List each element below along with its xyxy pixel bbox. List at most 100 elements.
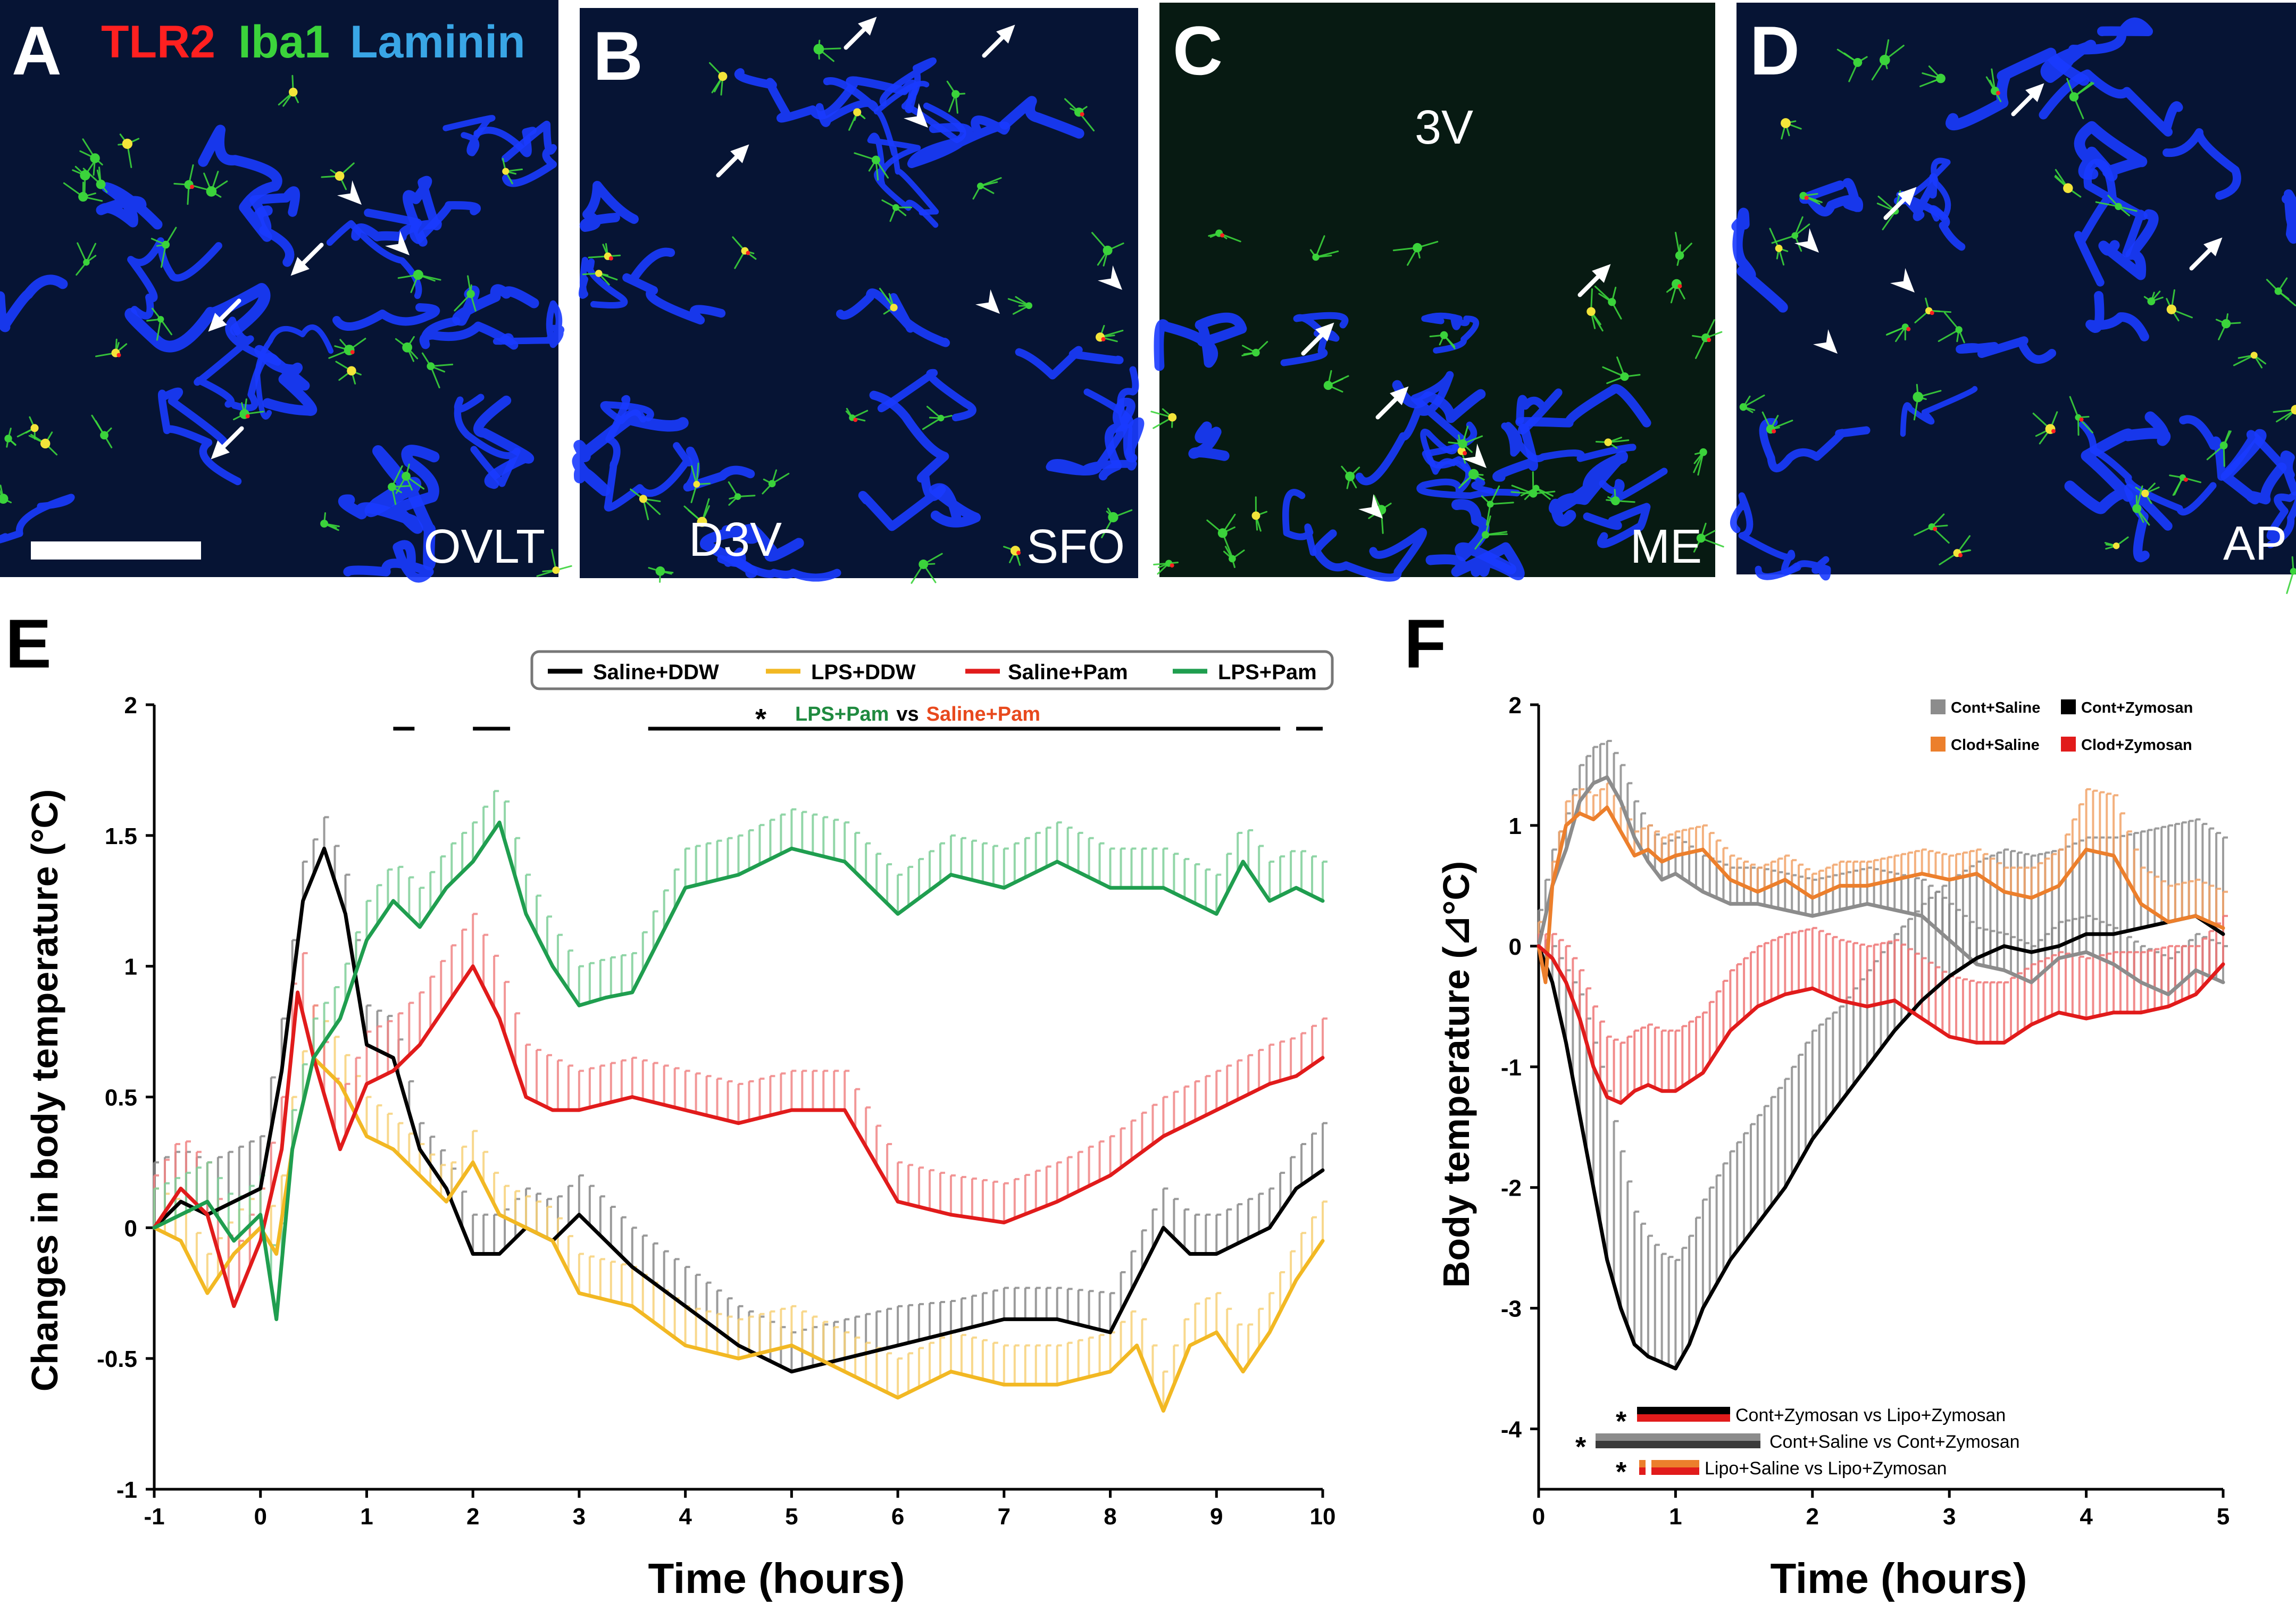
laminin-vessel bbox=[2281, 189, 2296, 244]
tlr2-iba1-colocalized-cell bbox=[2113, 543, 2120, 549]
data-point-clod-saline bbox=[2112, 854, 2115, 857]
data-point-saline-ddw bbox=[896, 1344, 899, 1347]
laminin-vessel bbox=[815, 77, 879, 127]
iba1-microglia-cell bbox=[1791, 232, 1799, 239]
tlr2-signal bbox=[1463, 450, 1467, 455]
x-axis-label-f: Time (hours) bbox=[1770, 1555, 2027, 1602]
x-tick-label: 2 bbox=[1806, 1504, 1819, 1530]
data-point-cont-saline bbox=[1783, 908, 1786, 912]
iba1-microglia-process bbox=[1007, 298, 1030, 307]
iba1-microglia-process bbox=[2233, 354, 2255, 366]
data-point-clod-zymosan bbox=[2140, 1011, 2143, 1014]
data-point-clod-saline bbox=[1811, 896, 1814, 899]
iba1-microglia-process bbox=[2095, 201, 2119, 207]
legend-label-saline-ddw: Saline+DDW bbox=[593, 661, 719, 684]
arrow-marker-head bbox=[2203, 237, 2223, 256]
data-point-clod-zymosan bbox=[1647, 1083, 1650, 1087]
data-point-cont-saline bbox=[1756, 902, 1759, 905]
tlr2-signal bbox=[1772, 429, 1776, 433]
data-point-clod-zymosan bbox=[1674, 1089, 1677, 1092]
data-point-cont-zymosan bbox=[1948, 975, 1951, 978]
legend-label-clod-zymosan: Clod+Zymosan bbox=[2081, 737, 2192, 754]
data-point-saline-pam bbox=[1056, 1200, 1059, 1203]
data-point-cont-zymosan bbox=[2112, 932, 2115, 936]
iba1-microglia-cell bbox=[871, 155, 881, 164]
laminin-vessel bbox=[1492, 384, 1651, 482]
data-point-lps-pam bbox=[1268, 899, 1271, 903]
iba1-microglia-cell bbox=[1217, 528, 1228, 538]
laminin-vessel bbox=[2220, 429, 2287, 505]
data-point-lps-ddw bbox=[1241, 1370, 1245, 1373]
data-point-lps-ddw bbox=[1188, 1344, 1191, 1347]
data-point-clod-zymosan bbox=[1633, 1089, 1636, 1092]
data-point-clod-zymosan bbox=[1811, 987, 1814, 990]
laminin-vessel bbox=[1046, 417, 1145, 475]
iba1-microglia-process bbox=[1315, 250, 1339, 258]
data-point-cont-saline bbox=[1674, 872, 1677, 875]
data-point-lps-pam bbox=[1215, 912, 1218, 915]
data-point-cont-saline bbox=[1647, 860, 1650, 863]
data-point-cont-saline bbox=[1592, 782, 1595, 785]
data-point-clod-zymosan bbox=[2002, 1041, 2006, 1044]
data-point-clod-saline bbox=[1756, 890, 1759, 894]
iba1-microglia-cell bbox=[1955, 326, 1963, 333]
data-point-clod-saline bbox=[1647, 848, 1650, 851]
stain-title-iba1: Iba1 bbox=[238, 16, 330, 68]
iba1-microglia-process bbox=[1882, 210, 1897, 230]
tlr2-signal bbox=[2079, 417, 2084, 422]
iba1-microglia-cell bbox=[734, 493, 741, 500]
laminin-vessel bbox=[1730, 492, 1800, 575]
iba1-microglia-cell bbox=[2290, 568, 2296, 575]
laminin-vessel bbox=[501, 120, 557, 187]
data-point-saline-pam bbox=[1321, 1056, 1324, 1059]
data-point-cont-saline bbox=[1838, 908, 1841, 912]
x-tick-label: 3 bbox=[1943, 1504, 1956, 1530]
laminin-vessel bbox=[127, 237, 222, 320]
data-point-cont-zymosan bbox=[1783, 1186, 1786, 1189]
data-point-saline-pam bbox=[365, 1082, 368, 1086]
arrowhead-marker bbox=[904, 103, 928, 128]
laminin-vessel bbox=[124, 283, 271, 353]
panel-letter-c: C bbox=[1173, 12, 1223, 89]
y-tick-label: 0.5 bbox=[105, 1085, 137, 1111]
data-point-clod-zymosan bbox=[2112, 1011, 2115, 1014]
iba1-microglia-cell bbox=[90, 153, 100, 163]
iba1-microglia-cell bbox=[162, 240, 170, 249]
data-point-saline-pam bbox=[445, 1004, 448, 1007]
legend-box-e bbox=[530, 650, 1334, 690]
arrowhead-marker bbox=[1813, 329, 1838, 354]
data-point-saline-ddw bbox=[1321, 1169, 1324, 1172]
data-point-lps-pam bbox=[418, 925, 421, 929]
data-point-cont-saline bbox=[2085, 950, 2088, 954]
micrograph-panel-a: A TLR2 Iba1 Laminin OVLT bbox=[0, 0, 572, 583]
data-point-lps-pam bbox=[790, 847, 793, 850]
data-point-cont-saline bbox=[2194, 969, 2198, 972]
arrow-marker-head bbox=[1898, 187, 1917, 206]
iba1-microglia-cell bbox=[1482, 531, 1490, 539]
iba1-microglia-process bbox=[156, 318, 162, 341]
x-tick-label: 6 bbox=[891, 1504, 904, 1530]
data-point-cont-zymosan bbox=[1838, 1102, 1841, 1105]
tlr2-signal bbox=[350, 350, 355, 355]
data-point-cont-saline bbox=[1564, 848, 1567, 851]
data-point-cont-zymosan bbox=[1647, 1355, 1650, 1358]
data-point-clod-zymosan bbox=[1578, 1017, 1581, 1020]
arrowhead-marker bbox=[1794, 228, 1819, 253]
data-point-lps-pam bbox=[578, 1004, 581, 1007]
iba1-microglia-cell bbox=[1468, 469, 1479, 480]
data-point-clod-zymosan bbox=[1701, 1071, 1705, 1074]
comparison-label-3: Lipo+Saline vs Lipo+Zymosan bbox=[1705, 1458, 1947, 1479]
data-point-cont-saline bbox=[2222, 981, 2225, 984]
data-point-lps-ddw bbox=[275, 1253, 278, 1255]
iba1-microglia-process bbox=[2286, 570, 2294, 594]
laminin-vessel bbox=[473, 395, 535, 489]
arrowhead-marker bbox=[1098, 265, 1122, 290]
iba1-microglia-cell bbox=[977, 182, 984, 189]
laminin-vessel bbox=[2040, 18, 2153, 84]
x-tick-label: 3 bbox=[573, 1504, 586, 1530]
tlr2-signal bbox=[746, 251, 750, 255]
data-point-lps-ddw bbox=[1056, 1383, 1059, 1386]
laminin-vessel bbox=[578, 256, 628, 309]
data-point-lps-pam bbox=[179, 1213, 182, 1216]
data-point-clod-zymosan bbox=[1756, 1005, 1759, 1008]
